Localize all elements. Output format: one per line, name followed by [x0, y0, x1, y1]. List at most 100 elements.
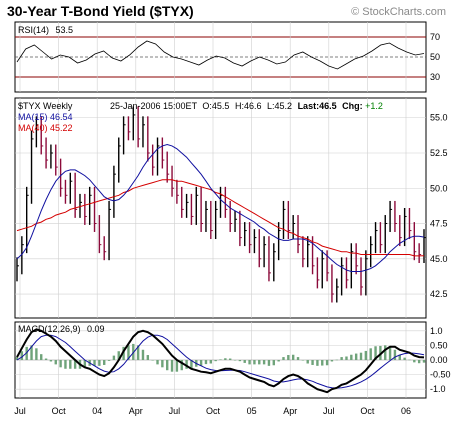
macd-tick-label-4: -1.0 [430, 384, 446, 394]
macd-histogram-bar-42 [219, 359, 222, 360]
x-tick-label-6: 05 [247, 406, 257, 416]
macd-histogram-bar-46 [238, 360, 242, 362]
watermark: © StockCharts.com [351, 6, 446, 18]
macd-histogram-bar-36 [190, 360, 193, 369]
macd-tick-label-3: -0.50 [430, 370, 451, 380]
price-last: Last:46.5 [298, 101, 337, 111]
x-tick-label-9: Oct [360, 406, 375, 416]
macd-histogram-bar-26 [141, 349, 145, 360]
macd-histogram-bar-76 [384, 345, 387, 360]
macd-histogram-bar-16 [93, 360, 96, 366]
chart-title: 30-Year T-Bond Yield ($TYX) [7, 3, 194, 19]
macd-histogram-bar-45 [233, 360, 237, 361]
macd-histogram-bar-19 [107, 360, 111, 361]
price-open: O:45.5 [202, 101, 229, 111]
price-chg: Chg: [342, 101, 363, 111]
macd-histogram-bar-84 [422, 360, 426, 363]
macd-histogram-bar-69 [350, 354, 353, 360]
macd-histogram-bar-43 [224, 358, 227, 360]
macd-panel: MACD(12,26,9) 0.09 1.0 0.50 0.00 -0.50 -1.0 [14, 321, 451, 399]
price-tick-label-2: 50.0 [430, 183, 448, 193]
macd-histogram-bar-60 [306, 360, 309, 364]
macd-histogram-bar-5 [40, 354, 43, 360]
macd-histogram-bar-12 [73, 360, 77, 369]
ma40-legend: MA(40) 45.22 [18, 123, 73, 133]
price-tick-label-3: 47.5 [430, 219, 448, 229]
macd-histogram-bar-53 [272, 360, 275, 366]
macd-histogram-bar-56 [287, 355, 290, 360]
x-tick-label-8: Jul [323, 406, 335, 416]
macd-histogram-bar-10 [64, 360, 67, 369]
macd-histogram-bar-64 [325, 360, 329, 366]
macd-histogram-bar-6 [44, 358, 48, 360]
rsi-label-name: RSI(14) [18, 25, 49, 35]
macd-histogram-bar-73 [369, 348, 372, 360]
macd-histogram-bar-11 [69, 360, 72, 369]
x-tick-label-5: Oct [206, 406, 221, 416]
macd-histogram-bar-33 [175, 360, 179, 372]
price-tick-label-5: 42.5 [430, 289, 448, 299]
macd-histogram-bar-79 [398, 354, 401, 360]
macd-histogram-bar-47 [243, 360, 246, 363]
x-tick-label-7: Apr [283, 406, 297, 416]
x-tick-label-10: 06 [401, 406, 411, 416]
macd-histogram-bar-30 [161, 360, 164, 368]
macd-histogram-bar-63 [321, 360, 324, 366]
price-tick-label-0: 55.0 [430, 113, 448, 123]
macd-histogram-bar-77 [388, 346, 392, 360]
macd-histogram-bar-27 [146, 355, 150, 360]
macd-histogram-bar-39 [204, 360, 208, 365]
macd-histogram-bar-1 [20, 351, 24, 360]
macd-histogram-bar-83 [417, 360, 421, 364]
macd-tick-label-1: 0.50 [430, 340, 448, 350]
x-tick-label-0: Jul [14, 406, 26, 416]
macd-histogram-bar-3 [30, 345, 33, 360]
macd-histogram-bar-49 [253, 360, 256, 365]
macd-histogram-bar-0 [15, 357, 19, 360]
macd-tick-label-0: 1.0 [430, 326, 443, 336]
macd-histogram-bar-80 [403, 357, 406, 360]
macd-histogram-bar-70 [354, 353, 358, 360]
macd-histogram-bar-18 [103, 360, 106, 365]
macd-histogram-bar-74 [374, 346, 377, 360]
price-high: H:46.6 [235, 101, 262, 111]
macd-histogram-bar-55 [282, 357, 285, 360]
x-tick-label-3: Apr [129, 406, 143, 416]
macd-histogram-bar-81 [408, 359, 411, 361]
macd-histogram-bar-8 [54, 360, 57, 365]
macd-histogram-bar-35 [185, 360, 188, 369]
macd-histogram-bar-25 [136, 345, 140, 360]
price-low: L:45.2 [267, 101, 292, 111]
ma40-line [16, 179, 425, 257]
ma15-line [16, 143, 425, 272]
macd-histogram-bar-57 [291, 354, 295, 360]
macd-histogram-bar-58 [296, 357, 300, 360]
macd-histogram-bar-82 [413, 360, 416, 363]
macd-histogram-bar-34 [180, 360, 183, 371]
macd-histogram-bar-50 [258, 360, 261, 365]
macd-histogram-bar-51 [262, 360, 266, 365]
macd-label-name: MACD(12,26,9) [18, 324, 81, 334]
macd-histogram-bar-52 [267, 360, 271, 366]
rsi-line [16, 40, 425, 70]
macd-histogram-bar-61 [311, 360, 314, 365]
macd-current-value: 0.09 [87, 324, 105, 334]
macd-histogram-bar-65 [330, 360, 334, 362]
x-tick-label-4: Jul [169, 406, 181, 416]
macd-histogram-bar-28 [151, 360, 154, 361]
macd-histogram-bar-40 [209, 360, 213, 364]
rsi-panel: RSI(14) 53.5 70 50 30 [14, 21, 440, 93]
macd-histogram-bar-2 [25, 346, 28, 360]
macd-histogram-bar-66 [335, 359, 338, 361]
rsi-current-value: 53.5 [56, 25, 74, 35]
price-panel: $TYX Weekly MA(15) 46.54 MA(40) 45.22 25… [14, 97, 448, 319]
macd-histogram-bar-7 [49, 360, 53, 362]
macd-histogram-bar-59 [301, 360, 305, 361]
rsi-tick-label-0: 70 [430, 32, 440, 42]
macd-histogram-bar-67 [340, 357, 343, 360]
macd-histogram-bar-4 [35, 348, 38, 360]
macd-label: MACD(12,26,9) 0.09 [18, 324, 105, 334]
macd-histogram-bar-23 [127, 345, 130, 360]
macd-histogram-bar-20 [112, 355, 116, 360]
